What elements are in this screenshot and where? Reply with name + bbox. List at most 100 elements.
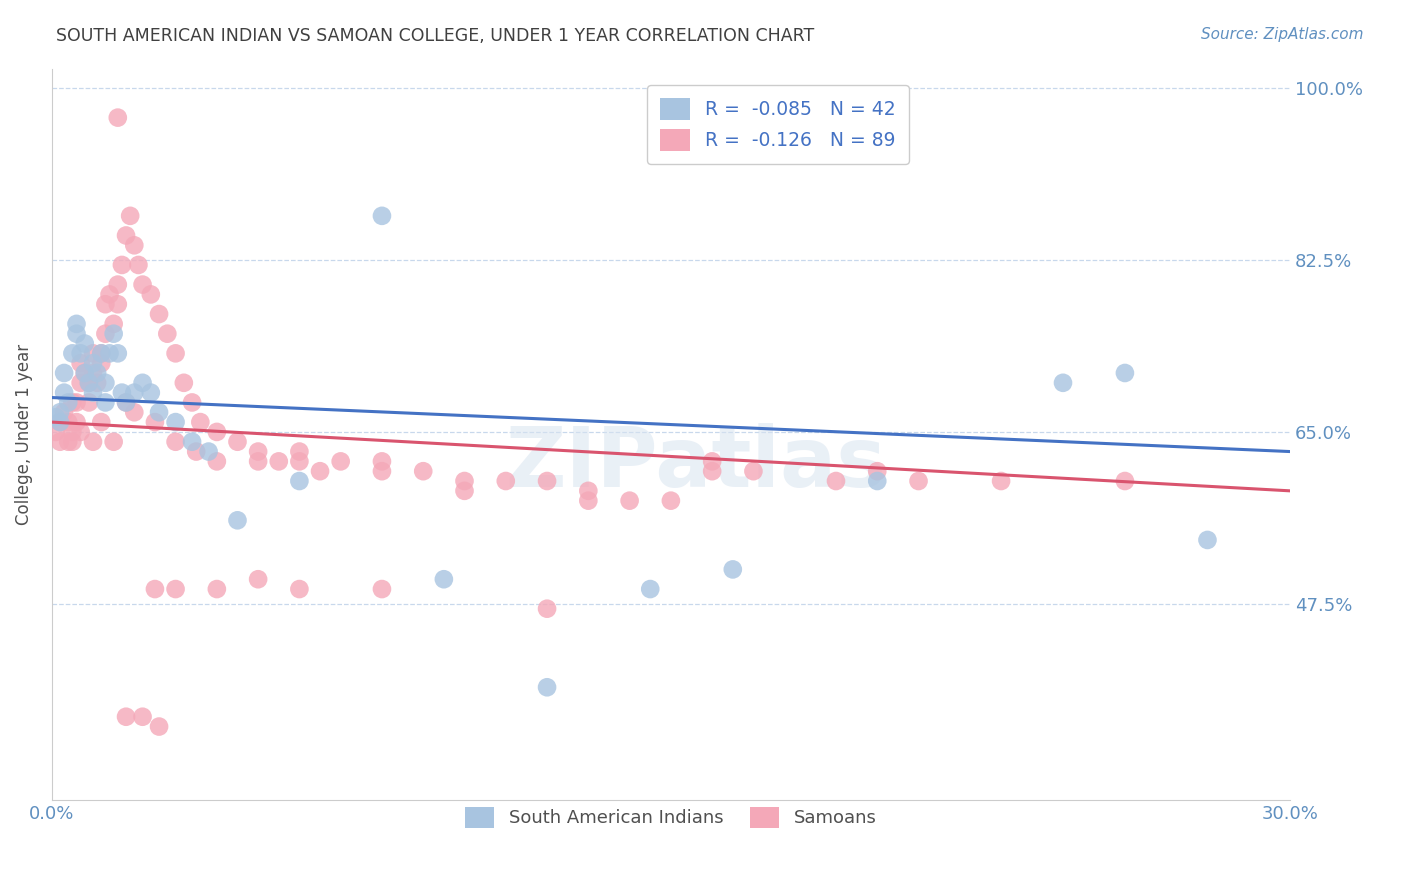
Point [131,277,153,292]
Point [82,366,104,380]
Point [103,317,125,331]
Point [94,297,117,311]
Point [60,346,83,360]
Point [205,582,228,596]
Point [86,376,108,390]
Point [702,464,724,478]
Point [156,326,179,341]
Point [69,356,91,370]
Point [226,434,249,449]
Point [69,376,91,390]
Point [226,513,249,527]
Point [98,287,121,301]
Point [536,601,558,615]
Point [576,483,599,498]
Point [165,415,187,429]
Point [49,434,72,449]
Point [94,395,117,409]
Point [536,474,558,488]
Point [131,376,153,390]
Point [60,434,83,449]
Point [127,258,149,272]
Point [181,434,204,449]
Point [107,297,129,311]
Point [536,680,558,694]
Point [107,111,129,125]
Point [73,366,96,380]
Text: ZIPatlas: ZIPatlas [505,423,886,504]
Point [139,287,162,301]
Point [82,385,104,400]
Point [173,376,195,390]
Point [866,474,889,488]
Point [990,474,1012,488]
Point [188,415,211,429]
Point [143,415,166,429]
Point [107,346,129,360]
Point [825,474,848,488]
Point [65,317,87,331]
Point [1114,474,1136,488]
Point [205,454,228,468]
Point [288,474,311,488]
Point [288,444,311,458]
Point [371,582,394,596]
Legend: South American Indians, Samoans: South American Indians, Samoans [458,800,884,835]
Point [148,720,170,734]
Point [247,454,270,468]
Point [86,366,108,380]
Point [165,346,187,360]
Point [371,464,394,478]
Point [309,464,332,478]
Point [247,444,270,458]
Point [90,415,112,429]
Point [115,228,138,243]
Point [433,572,456,586]
Point [58,434,80,449]
Point [371,454,394,468]
Point [103,434,125,449]
Point [73,336,96,351]
Point [94,326,117,341]
Point [69,346,91,360]
Point [371,209,394,223]
Point [288,582,311,596]
Point [60,425,83,439]
Point [82,356,104,370]
Point [65,395,87,409]
Point [77,376,100,390]
Point [115,395,138,409]
Point [495,474,517,488]
Point [58,395,80,409]
Point [197,444,219,458]
Point [53,385,76,400]
Point [73,366,96,380]
Point [412,464,434,478]
Point [60,395,83,409]
Point [131,710,153,724]
Point [94,376,117,390]
Point [143,582,166,596]
Point [124,405,146,419]
Point [165,582,187,596]
Text: Source: ZipAtlas.com: Source: ZipAtlas.com [1201,27,1364,42]
Point [111,385,134,400]
Point [90,346,112,360]
Point [124,385,146,400]
Point [82,434,104,449]
Point [120,209,142,223]
Point [165,434,187,449]
Point [115,710,138,724]
Point [907,474,929,488]
Point [103,326,125,341]
Point [77,376,100,390]
Point [65,415,87,429]
Point [90,346,112,360]
Point [77,395,100,409]
Point [288,454,311,468]
Point [1197,533,1219,547]
Point [45,425,67,439]
Point [111,258,134,272]
Point [742,464,765,478]
Point [53,366,76,380]
